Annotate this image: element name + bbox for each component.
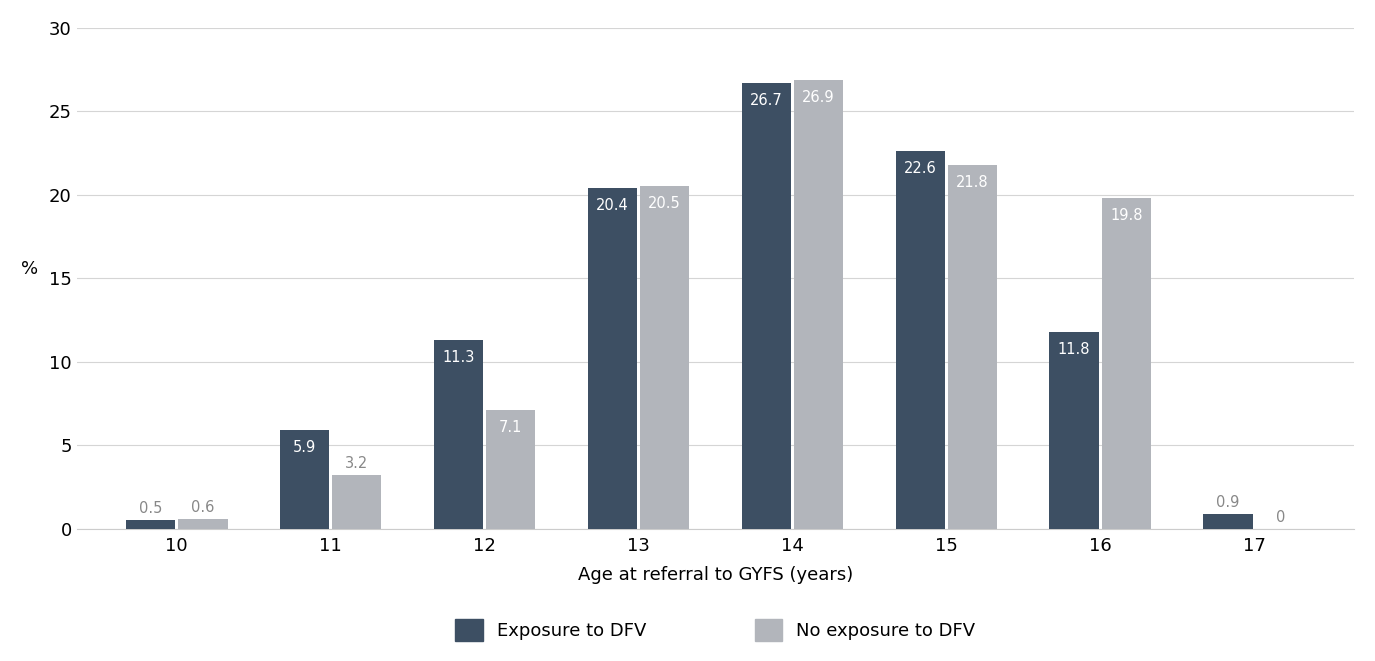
Bar — [895, 151, 945, 529]
Text: 11.8: 11.8 — [1057, 342, 1090, 357]
Text: 21.8: 21.8 — [956, 175, 989, 190]
Bar — [639, 186, 689, 529]
Text: 7.1: 7.1 — [499, 420, 522, 435]
Text: 3.2: 3.2 — [345, 456, 368, 471]
Text: 22.6: 22.6 — [903, 161, 936, 176]
Text: 26.9: 26.9 — [802, 90, 835, 104]
Bar — [741, 83, 791, 529]
Bar — [126, 520, 175, 529]
Bar — [1203, 514, 1253, 529]
Y-axis label: %: % — [21, 260, 38, 278]
Bar — [587, 188, 637, 529]
Bar — [1049, 332, 1099, 529]
Bar — [179, 519, 227, 529]
Text: 0: 0 — [1276, 510, 1286, 525]
Bar — [280, 430, 329, 529]
Text: 20.4: 20.4 — [595, 198, 628, 213]
Bar — [947, 165, 997, 529]
Bar — [433, 340, 483, 529]
Text: 26.7: 26.7 — [749, 93, 782, 108]
Text: 0.5: 0.5 — [139, 501, 162, 516]
Bar — [1101, 198, 1151, 529]
Legend: Exposure to DFV, No exposure to DFV: Exposure to DFV, No exposure to DFV — [447, 610, 984, 650]
Text: 5.9: 5.9 — [293, 440, 316, 455]
Bar — [487, 410, 535, 529]
Text: 20.5: 20.5 — [648, 196, 681, 212]
Text: 0.9: 0.9 — [1217, 494, 1240, 510]
Text: 0.6: 0.6 — [191, 500, 214, 515]
X-axis label: Age at referral to GYFS (years): Age at referral to GYFS (years) — [578, 566, 852, 584]
Bar — [333, 475, 381, 529]
Text: 19.8: 19.8 — [1110, 208, 1143, 223]
Text: 11.3: 11.3 — [443, 350, 474, 365]
Bar — [793, 79, 843, 529]
